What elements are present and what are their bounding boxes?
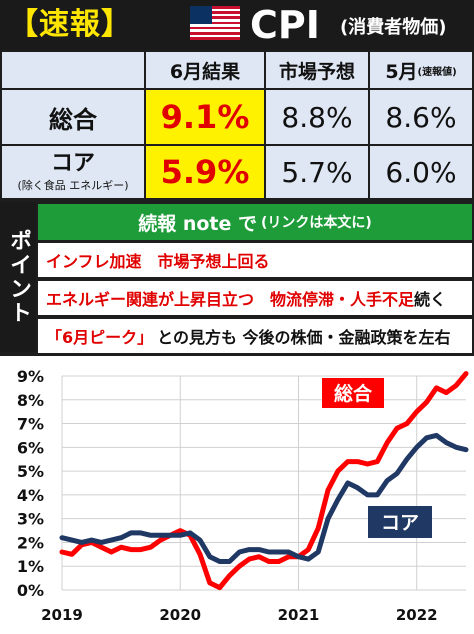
point-3: 「6月ピーク」 との見方も 今後の株価・金融政策を左右 <box>38 319 472 353</box>
y-tick-label: 7% <box>17 415 44 434</box>
series-line-total <box>59 371 469 591</box>
y-tick-label: 6% <box>17 438 44 457</box>
page-subtitle: (消費者物価) <box>340 17 447 38</box>
core-forecast: 5.7% <box>264 144 370 200</box>
y-tick-label: 9% <box>17 367 44 386</box>
table-corner <box>0 50 146 90</box>
total-prev: 8.6% <box>368 88 474 146</box>
header: 【速報】 CPI (消費者物価) <box>0 0 474 50</box>
row-label-core: コア (除く食品 エネルギー) <box>0 144 146 200</box>
label-total: 総合 <box>334 382 373 405</box>
core-prev: 6.0% <box>368 144 474 200</box>
cpi-chart: 0% 1% 2% 3% 4% 5% 6% 7% 8% 9% 2019 2020 2021 2022 総合コア <box>0 356 474 634</box>
col-header-result: 6月結果 <box>144 50 266 90</box>
point-2: エネルギー関連が上昇目立つ 物流停滞・人手不足 続く <box>38 281 472 315</box>
x-tick-label: 2021 <box>278 606 320 624</box>
y-tick-label: 1% <box>17 557 44 576</box>
total-result: 9.1% <box>144 88 266 146</box>
core-result: 5.9% <box>144 144 266 200</box>
label-core: コア <box>381 512 419 534</box>
y-tick-label: 2% <box>17 533 44 552</box>
note-title: 続報 note で <box>138 212 257 235</box>
label-core-box <box>368 506 432 538</box>
y-tick-label: 8% <box>17 391 44 410</box>
points-side-label: ポイント <box>0 202 36 352</box>
total-forecast: 8.8% <box>264 88 370 146</box>
note-link-bar[interactable]: 続報 note で (リンクは本文に) <box>38 204 472 240</box>
row-label-total: 総合 <box>0 88 146 146</box>
y-tick-label: 0% <box>17 581 44 600</box>
note-subtitle: (リンクは本文に) <box>260 215 372 231</box>
x-tick-label: 2019 <box>41 606 83 624</box>
results-table: 6月結果 市場予想 5月 (速報値) 総合 9.1% 8.8% 8.6% コア (… <box>0 50 474 200</box>
y-tick-label: 5% <box>17 462 44 481</box>
y-tick-label: 4% <box>17 486 44 505</box>
page-title: CPI <box>250 3 320 47</box>
x-tick-label: 2022 <box>396 606 438 624</box>
label-total-box <box>322 378 384 408</box>
us-flag-icon <box>190 6 240 40</box>
series-line-core <box>59 432 469 564</box>
point-1: インフレ加速 市場予想上回る <box>38 243 472 277</box>
col-header-prev: 5月 (速報値) <box>368 50 474 90</box>
col-header-forecast: 市場予想 <box>264 50 370 90</box>
y-tick-label: 3% <box>17 510 44 529</box>
breaking-badge: 【速報】 <box>8 7 132 42</box>
x-tick-label: 2020 <box>159 606 201 624</box>
